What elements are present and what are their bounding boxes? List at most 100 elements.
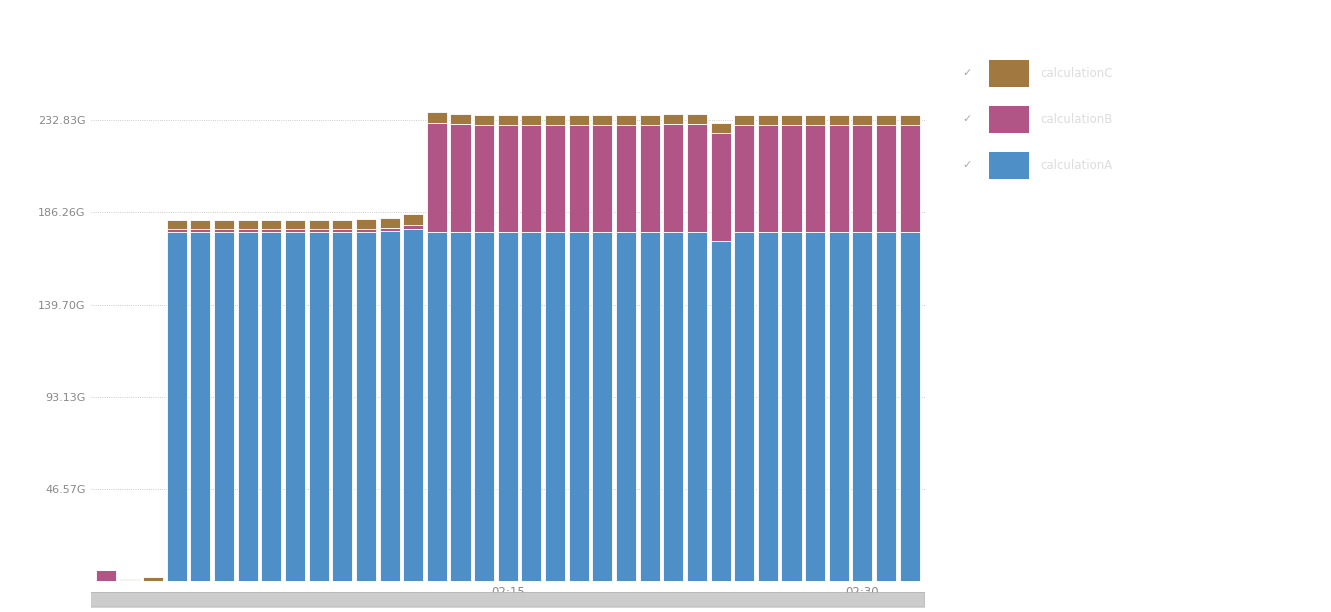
Bar: [687, 124, 707, 232]
Bar: [238, 232, 258, 581]
Bar: [592, 115, 612, 125]
Bar: [687, 114, 707, 124]
Bar: [900, 125, 920, 232]
Bar: [474, 115, 494, 125]
Bar: [757, 125, 777, 232]
Text: calculationA: calculationA: [1041, 159, 1113, 172]
Bar: [592, 232, 612, 581]
Bar: [355, 229, 375, 232]
Bar: [166, 229, 186, 232]
Bar: [333, 232, 353, 581]
Bar: [450, 232, 471, 581]
Bar: [568, 115, 588, 125]
Bar: [805, 232, 825, 581]
Bar: [498, 125, 518, 232]
Bar: [805, 125, 825, 232]
Bar: [261, 220, 281, 229]
Bar: [989, 106, 1029, 133]
Bar: [261, 229, 281, 232]
Bar: [663, 114, 683, 124]
Bar: [876, 125, 896, 232]
Bar: [214, 220, 234, 229]
Bar: [757, 232, 777, 581]
Text: ✓: ✓: [962, 160, 972, 170]
Bar: [687, 232, 707, 581]
Bar: [190, 232, 210, 581]
Bar: [238, 220, 258, 229]
Bar: [989, 152, 1029, 179]
Bar: [735, 125, 755, 232]
Bar: [640, 232, 660, 581]
FancyBboxPatch shape: [91, 592, 925, 607]
Bar: [355, 232, 375, 581]
Bar: [379, 228, 399, 231]
Bar: [403, 229, 423, 581]
Bar: [144, 577, 164, 581]
Bar: [166, 232, 186, 581]
Text: ✓: ✓: [962, 114, 972, 124]
Bar: [285, 220, 305, 229]
Bar: [829, 115, 849, 125]
Bar: [735, 232, 755, 581]
Bar: [781, 125, 801, 232]
Bar: [640, 125, 660, 232]
Bar: [379, 231, 399, 581]
Bar: [900, 115, 920, 125]
Text: calculationB: calculationB: [1041, 113, 1113, 126]
Bar: [120, 579, 140, 580]
Bar: [96, 570, 116, 581]
Bar: [498, 115, 518, 125]
Bar: [852, 115, 872, 125]
Text: Hadoop Job Tracking Information - Reduce Shuffle Bytes, per selected cross secti: Hadoop Job Tracking Information - Reduce…: [16, 18, 571, 32]
Bar: [852, 232, 872, 581]
Bar: [829, 232, 849, 581]
Bar: [166, 220, 186, 229]
Text: ⊡ Options▾: ⊡ Options▾: [490, 18, 559, 32]
Bar: [190, 220, 210, 229]
Bar: [285, 229, 305, 232]
Bar: [544, 125, 566, 232]
Bar: [711, 241, 731, 581]
Bar: [285, 232, 305, 581]
Bar: [757, 115, 777, 125]
Bar: [522, 125, 542, 232]
Bar: [450, 114, 471, 124]
Bar: [544, 115, 566, 125]
Bar: [805, 115, 825, 125]
Bar: [333, 229, 353, 232]
Bar: [403, 225, 423, 229]
Bar: [427, 232, 447, 581]
Bar: [876, 232, 896, 581]
Bar: [261, 232, 281, 581]
Bar: [214, 229, 234, 232]
Bar: [616, 125, 636, 232]
Bar: [309, 229, 329, 232]
Bar: [663, 232, 683, 581]
Bar: [309, 232, 329, 581]
Bar: [568, 125, 588, 232]
Bar: [829, 125, 849, 232]
Bar: [735, 115, 755, 125]
Bar: [120, 580, 140, 581]
Bar: [616, 115, 636, 125]
Bar: [852, 125, 872, 232]
Bar: [522, 232, 542, 581]
Bar: [474, 232, 494, 581]
Bar: [238, 229, 258, 232]
Bar: [711, 133, 731, 241]
Bar: [309, 220, 329, 229]
Bar: [498, 232, 518, 581]
Bar: [616, 232, 636, 581]
Bar: [190, 229, 210, 232]
Text: ✓: ✓: [962, 69, 972, 78]
Text: calculationC: calculationC: [1041, 67, 1113, 80]
Bar: [900, 232, 920, 581]
Bar: [989, 60, 1029, 87]
Bar: [876, 115, 896, 125]
Bar: [427, 122, 447, 232]
Bar: [781, 232, 801, 581]
Bar: [781, 115, 801, 125]
Bar: [592, 125, 612, 232]
Bar: [379, 218, 399, 228]
Bar: [544, 232, 566, 581]
